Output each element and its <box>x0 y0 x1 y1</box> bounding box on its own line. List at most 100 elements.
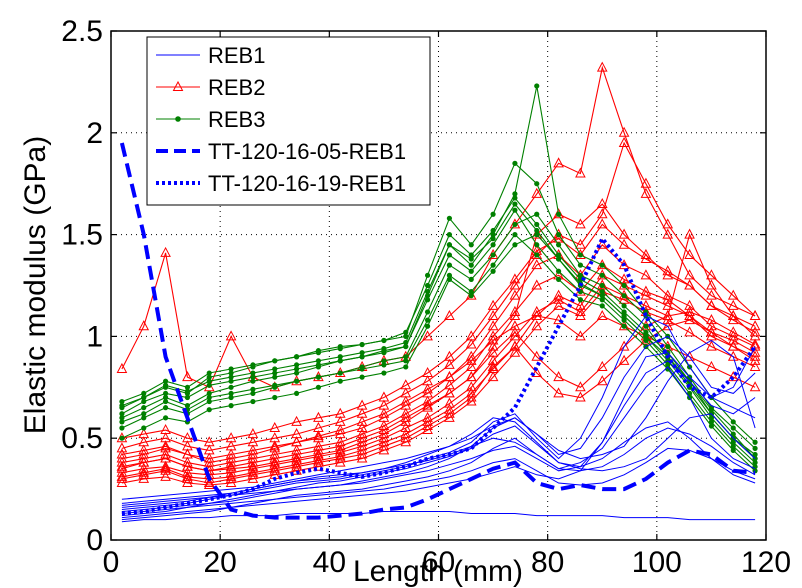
reb3-point <box>752 445 758 451</box>
reb3-point <box>141 411 147 417</box>
reb2-point <box>684 228 695 239</box>
reb3-point <box>206 407 212 413</box>
reb2-point <box>182 466 193 477</box>
reb2-point <box>444 387 455 398</box>
reb2-point <box>182 460 193 471</box>
reb2-point <box>203 452 215 463</box>
reb2-point <box>487 346 499 357</box>
reb3-point <box>643 323 649 329</box>
reb3-point <box>315 350 322 356</box>
reb2-point <box>662 309 674 321</box>
x-tick-label: 40 <box>313 546 346 579</box>
reb2-point <box>553 387 564 398</box>
y-tick-label: 1 <box>86 320 103 353</box>
reb2-point <box>313 444 324 455</box>
reb2-point <box>203 478 215 490</box>
reb3-point <box>446 215 453 221</box>
reb2-point <box>225 432 237 443</box>
reb2-point <box>247 428 259 439</box>
reb3-point <box>599 272 605 278</box>
reb2-point <box>400 421 412 433</box>
reb3-point <box>403 333 409 339</box>
reb2-point <box>640 252 652 264</box>
reb2-point <box>706 320 717 331</box>
x-tick-label: 20 <box>203 546 236 579</box>
reb2-point <box>444 350 455 361</box>
reb3-point <box>534 227 540 234</box>
reb2-point <box>291 454 302 465</box>
reb2-point <box>706 269 717 280</box>
reb3-point <box>621 303 627 309</box>
reb2-point <box>553 314 564 325</box>
reb2-point <box>727 309 739 321</box>
reb3-point <box>599 289 605 295</box>
reb3-point <box>424 317 431 323</box>
reb2-point <box>618 126 630 137</box>
reb3-point <box>686 390 693 397</box>
reb3-point <box>446 252 453 258</box>
reb3-point <box>359 374 365 380</box>
reb3-point <box>141 415 147 421</box>
reb3-point <box>293 378 300 384</box>
reb3-point <box>381 370 387 376</box>
reb2-point <box>509 273 521 284</box>
reb3-point <box>315 384 322 390</box>
reb2-point <box>160 423 171 435</box>
reb3-point <box>708 407 715 413</box>
reb3-point <box>359 350 365 356</box>
reb2-point <box>313 430 324 441</box>
reb3-point <box>490 262 496 268</box>
reb3-point <box>621 309 627 315</box>
reb3-point <box>468 262 474 268</box>
y-tick-label: 0.5 <box>61 422 103 455</box>
reb2-point <box>575 167 586 178</box>
reb2-series-line <box>121 65 756 389</box>
reb2-point <box>487 362 499 373</box>
reb2-point <box>378 436 390 447</box>
reb3-point <box>752 460 758 466</box>
reb2-point <box>422 399 433 410</box>
reb2-point <box>662 218 674 229</box>
reb3-point <box>555 232 562 238</box>
reb2-point <box>225 470 237 481</box>
reb3-point <box>403 343 409 350</box>
reb2-point <box>640 269 652 280</box>
reb2-point <box>749 354 761 365</box>
reb3-point <box>512 191 518 197</box>
reb3-point <box>206 374 212 380</box>
reb3-point <box>599 293 605 299</box>
reb3-point <box>468 252 474 258</box>
reb2-point <box>531 350 543 361</box>
legend-label: TT-120-16-05-REB1 <box>208 139 406 164</box>
reb3-point <box>119 403 125 409</box>
reb3-point <box>730 447 736 454</box>
reb2-point <box>116 448 128 459</box>
reb2-point <box>487 371 499 382</box>
reb2-point <box>138 472 150 483</box>
reb3-point <box>752 439 758 445</box>
reb3-point <box>468 256 474 262</box>
reb2-point <box>356 415 368 426</box>
reb2-point <box>378 423 390 435</box>
reb3-point <box>490 268 496 274</box>
reb2-point <box>356 432 368 443</box>
reb2-point <box>553 293 564 304</box>
reb3-point <box>250 378 256 384</box>
reb3-point <box>512 221 518 228</box>
reb2-point <box>225 460 237 471</box>
reb2-point <box>203 436 215 447</box>
reb2-point <box>662 289 674 300</box>
reb3-point <box>272 370 278 376</box>
reb2-point <box>291 415 302 426</box>
reb3-point <box>512 160 518 166</box>
reb2-point <box>138 428 150 439</box>
x-tick-label: 120 <box>741 546 791 579</box>
reb2-point <box>706 279 717 290</box>
reb3-point <box>468 289 474 295</box>
reb3-point <box>403 329 409 335</box>
reb2-point <box>160 462 171 473</box>
reb2-point <box>509 326 521 337</box>
legend-label: REB1 <box>208 43 265 68</box>
reb2-point <box>575 299 586 310</box>
reb2-point <box>182 371 193 382</box>
